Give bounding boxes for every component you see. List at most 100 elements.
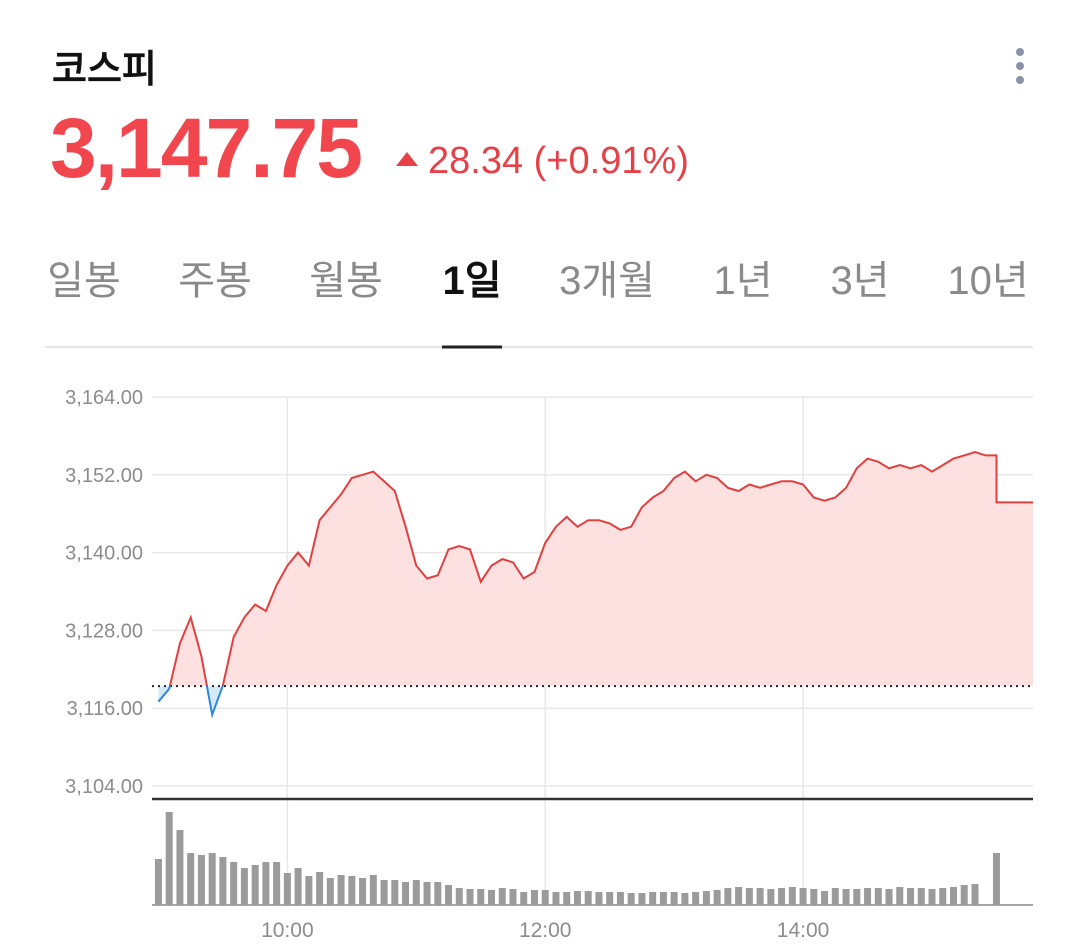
volume-bar [305, 876, 313, 905]
volume-bar [595, 892, 603, 905]
period-tabs: 일봉 주봉 월봉 1일 3개월 1년 3년 10년 [0, 248, 1080, 308]
x-tick-label: 12:00 [519, 919, 572, 942]
volume-bar [391, 880, 399, 905]
volume-bar [616, 892, 624, 905]
title: 코스피 [52, 49, 157, 91]
volume-bar [874, 888, 882, 905]
volume-bar [896, 887, 904, 905]
volume-bar [649, 892, 657, 905]
tab[interactable]: 3개월 [559, 259, 655, 303]
tab[interactable]: 주봉 [178, 259, 252, 303]
y-tick-label: 3,152.00 [65, 465, 143, 487]
change-value: 28.34 [428, 140, 524, 182]
volume-bar [853, 889, 861, 905]
y-tick-label: 3,164.00 [65, 387, 143, 409]
volume-bar [230, 862, 238, 905]
volume-bar [971, 884, 979, 905]
volume-bar [326, 878, 334, 905]
volume-bar [262, 862, 270, 905]
volume-bar [756, 888, 764, 905]
volume-bar [283, 873, 291, 905]
x-tick-label: 10:00 [261, 919, 314, 942]
volume-bar [498, 888, 506, 905]
volume-bar [745, 888, 753, 905]
volume-bar [788, 887, 796, 905]
volume-bar [724, 888, 732, 905]
volume-bar [702, 891, 710, 905]
volume-bar [219, 857, 227, 905]
volume-bar [402, 882, 410, 905]
volume-bar [917, 888, 925, 905]
volume-bar [842, 889, 850, 905]
y-tick-label: 3,128.00 [65, 620, 143, 642]
tab[interactable]: 1년 [713, 259, 773, 303]
volume-bar [520, 892, 528, 905]
volume-bar [509, 889, 517, 905]
volume-bar [369, 875, 377, 905]
volume-bar [821, 891, 829, 905]
volume-bar [176, 830, 184, 905]
volume-bar [165, 812, 173, 905]
volume-bar [659, 892, 667, 905]
volume-bar [316, 872, 324, 905]
volume-bar [187, 853, 195, 905]
volume-bar [466, 889, 474, 905]
volume-bar [928, 889, 936, 905]
volume-bar [767, 889, 775, 905]
more-icon [1016, 48, 1024, 84]
tab[interactable]: 일봉 [47, 259, 121, 303]
volume-bar [778, 888, 786, 905]
volume-bar [584, 891, 592, 905]
volume-bar [434, 882, 442, 905]
more-menu[interactable] [1010, 45, 1030, 87]
volume-bar [273, 862, 281, 905]
volume-bar [445, 885, 453, 905]
volume-bar [380, 880, 388, 905]
volume-bar [455, 888, 463, 905]
volume-bar [992, 853, 1000, 905]
tab[interactable]: 1일 [442, 259, 502, 303]
y-tick-label: 3,104.00 [65, 776, 143, 798]
x-tick-label: 14:00 [777, 919, 830, 942]
volume-bar [670, 892, 678, 905]
volume-bar [412, 880, 420, 905]
up-triangle [396, 152, 418, 166]
volume-bar [864, 888, 872, 905]
volume-bar [939, 888, 947, 905]
y-tick-label: 3,140.00 [65, 543, 143, 565]
volume-bar [294, 868, 302, 905]
area-up [169, 452, 1033, 687]
area-down [158, 686, 1033, 715]
volume-bar [477, 889, 485, 905]
volume-bar [154, 859, 162, 905]
volume-bar [563, 892, 571, 905]
volume-bar [240, 868, 248, 905]
volume-bar [810, 889, 818, 905]
volume-bar [949, 887, 957, 905]
volume-bar [530, 890, 538, 905]
volume-bar [907, 888, 915, 905]
volume-bar [681, 893, 689, 905]
volume-bar [692, 892, 700, 905]
volume-bar [885, 889, 893, 905]
volume-bar [423, 882, 431, 905]
volume-bar [359, 878, 367, 905]
volume-bar [799, 888, 807, 905]
price: 3,147.75 [50, 101, 363, 195]
volume-bar [627, 893, 635, 905]
volume-bar [831, 888, 839, 905]
volume-bar [541, 890, 549, 905]
volume-bar [552, 892, 560, 905]
tab[interactable]: 월봉 [309, 259, 383, 303]
y-tick-label: 3,116.00 [67, 698, 143, 720]
volume-bar [638, 893, 646, 905]
change: 28.34 (+0.91%) [428, 140, 689, 183]
volume-bar [573, 891, 581, 905]
price-line-up [168, 451, 1033, 687]
tab[interactable]: 10년 [947, 259, 1029, 303]
change-percent: (+0.91%) [533, 140, 689, 182]
volume-bar [488, 890, 496, 905]
tab[interactable]: 3년 [830, 259, 890, 303]
volume-bar [606, 892, 614, 905]
